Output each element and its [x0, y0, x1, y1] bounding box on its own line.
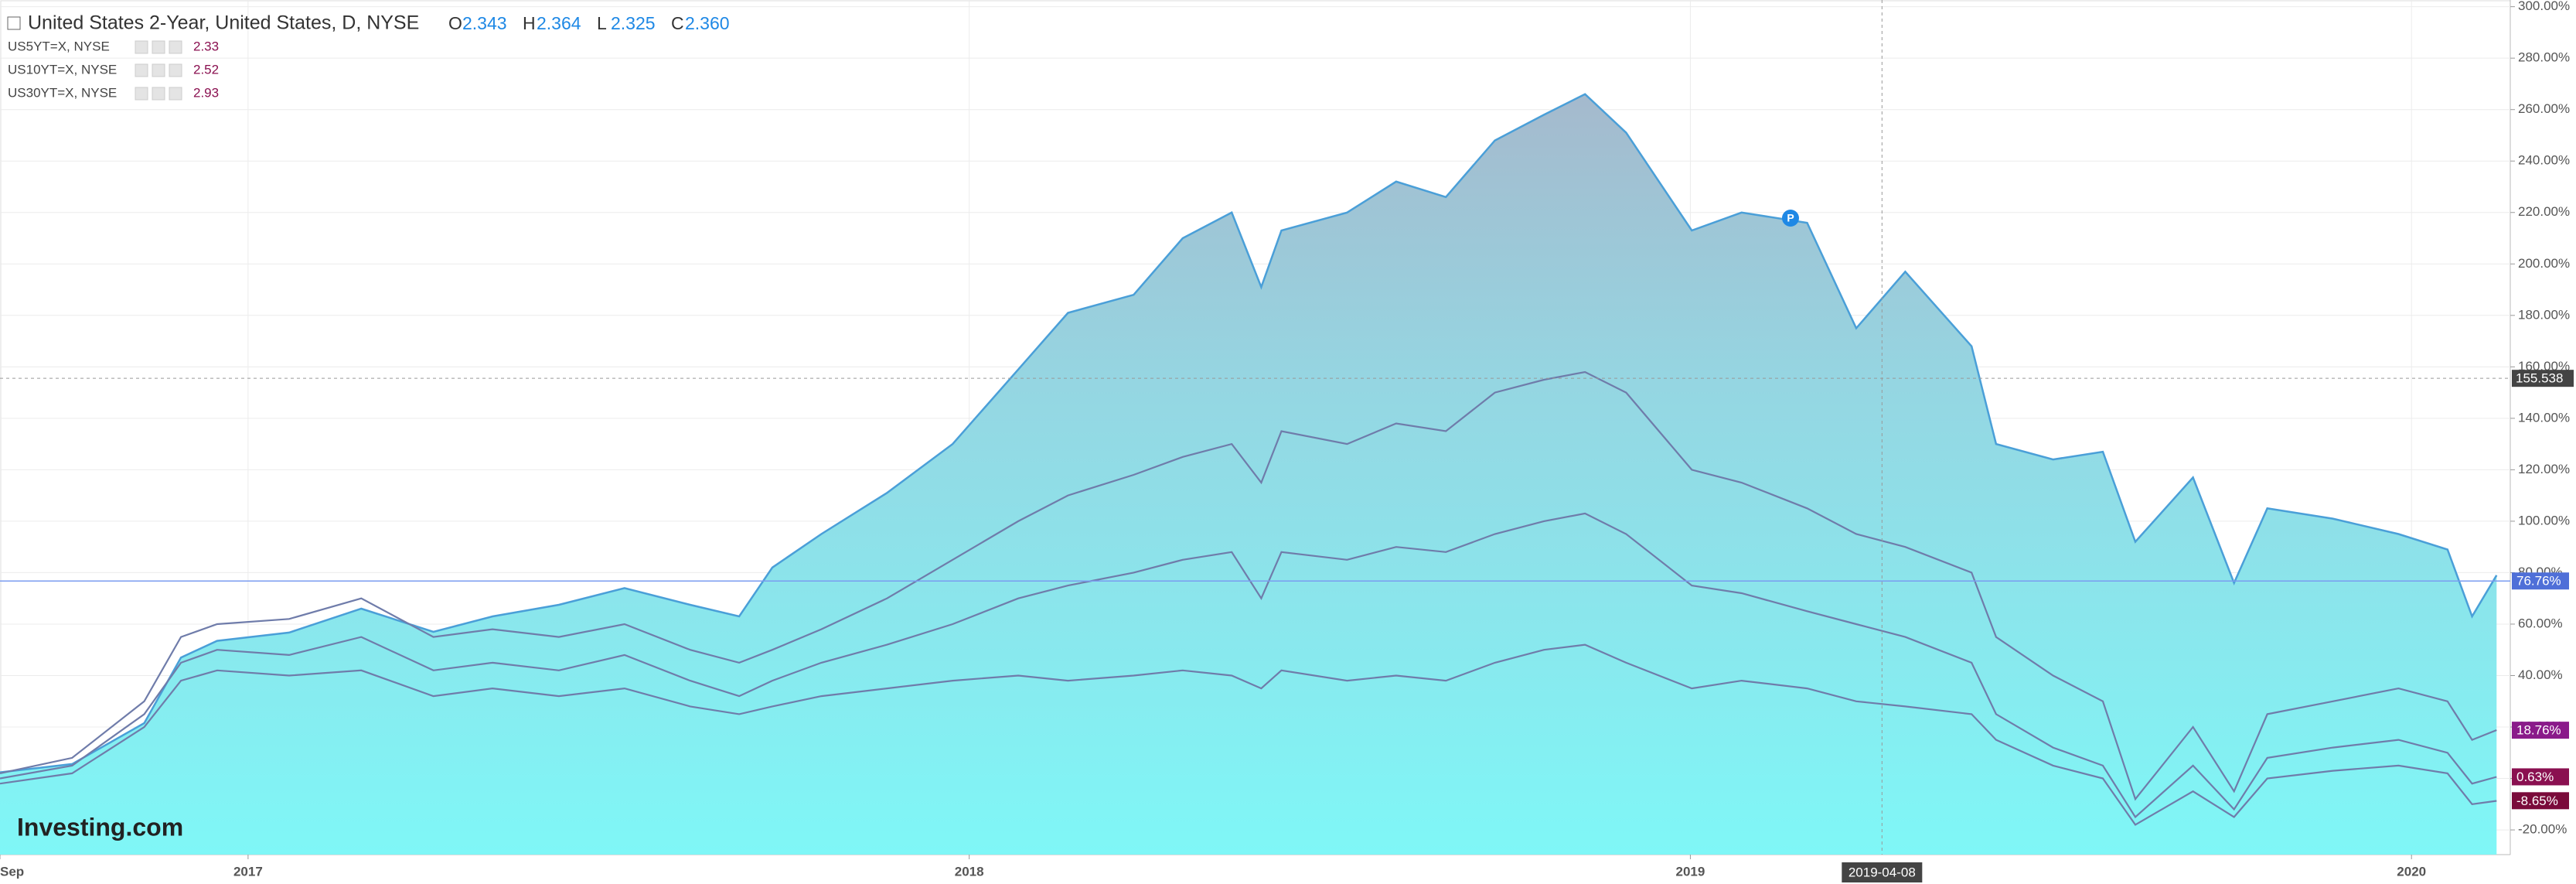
ohlc-key: O: [448, 13, 462, 33]
ohlc-key: H: [523, 13, 536, 33]
legend-name: US30YT=X, NYSE: [8, 85, 117, 100]
y-tick-label: 240.00%: [2518, 153, 2570, 168]
legend-name: US10YT=X, NYSE: [8, 62, 117, 77]
y-tick-label: 40.00%: [2518, 667, 2563, 682]
y-tick-label: 200.00%: [2518, 256, 2570, 271]
y-tick-label: 280.00%: [2518, 50, 2570, 65]
series-line: [0, 643, 2497, 826]
y-tick-label: 160.00%: [2518, 359, 2570, 374]
legend-button: [169, 40, 182, 54]
series-line: [0, 370, 2497, 801]
ohlc-key: L: [597, 13, 607, 33]
ohlc-value: 2.360: [685, 13, 730, 33]
x-tick-label: 2020: [2397, 864, 2426, 879]
ohlc-value: 2.364: [537, 13, 581, 33]
y-tick-label: -20.00%: [2518, 822, 2567, 837]
last-value-tag: [2512, 722, 2569, 739]
legend-button: [135, 63, 148, 77]
y-tick-label: 100.00%: [2518, 513, 2570, 527]
crosshair-y-tag: [2512, 370, 2574, 387]
last-value-tag: [2512, 768, 2569, 786]
marker-icon-text: P: [1787, 212, 1794, 224]
last-value-label: -8.65%: [2516, 794, 2558, 808]
chart-title: United States 2-Year, United States, D, …: [28, 12, 419, 34]
legend-value: 2.93: [193, 85, 219, 100]
ohlc-value: 2.343: [462, 13, 507, 33]
ohlc-key: C: [671, 13, 684, 33]
y-tick-label: 220.00%: [2518, 204, 2570, 219]
legend-button: [135, 87, 148, 101]
y-tick-label: 120.00%: [2518, 462, 2570, 476]
legend-button: [152, 40, 165, 54]
legend-button: [135, 40, 148, 54]
last-value-label: 0.63%: [2516, 770, 2554, 784]
y-tick-label: 60.00%: [2518, 616, 2563, 630]
y-tick-label: 260.00%: [2518, 101, 2570, 116]
x-tick-label: 2018: [955, 864, 984, 879]
x-tick-label: 2019: [1676, 864, 1705, 879]
last-value-label: 18.76%: [2516, 723, 2561, 738]
area-line: [0, 93, 2498, 773]
y-tick-label: 140.00%: [2518, 410, 2570, 425]
x-tick-label: Sep: [0, 864, 24, 879]
crosshair-x-label: 2019-04-08: [1849, 865, 1916, 879]
marker-icon: [1782, 210, 1799, 227]
crosshair-y-label: 155.538: [2516, 371, 2563, 386]
last-value-label: 76.76%: [2516, 574, 2561, 589]
last-value-tag: [2512, 792, 2569, 810]
logo: Investing.com: [17, 813, 183, 841]
legend-value: 2.52: [193, 62, 219, 77]
y-tick-label: 180.00%: [2518, 307, 2570, 322]
x-tick-label: 2017: [233, 864, 263, 879]
legend-button: [169, 87, 182, 101]
plot: [0, 93, 2498, 855]
last-value-tag: [2512, 572, 2569, 590]
header: United States 2-Year, United States, D, …: [7, 12, 730, 841]
legend-button: [152, 87, 165, 101]
collapse-icon: [7, 16, 21, 30]
legend-button: [152, 63, 165, 77]
crosshair-x-tag: [1842, 862, 1923, 882]
area-fill: [0, 94, 2497, 855]
legend-value: 2.33: [193, 39, 219, 53]
y-tick-label: 300.00%: [2518, 0, 2570, 13]
legend-button: [169, 63, 182, 77]
legend-name: US5YT=X, NYSE: [8, 39, 110, 53]
series-line: [0, 512, 2497, 819]
ohlc-value: 2.325: [611, 13, 656, 33]
